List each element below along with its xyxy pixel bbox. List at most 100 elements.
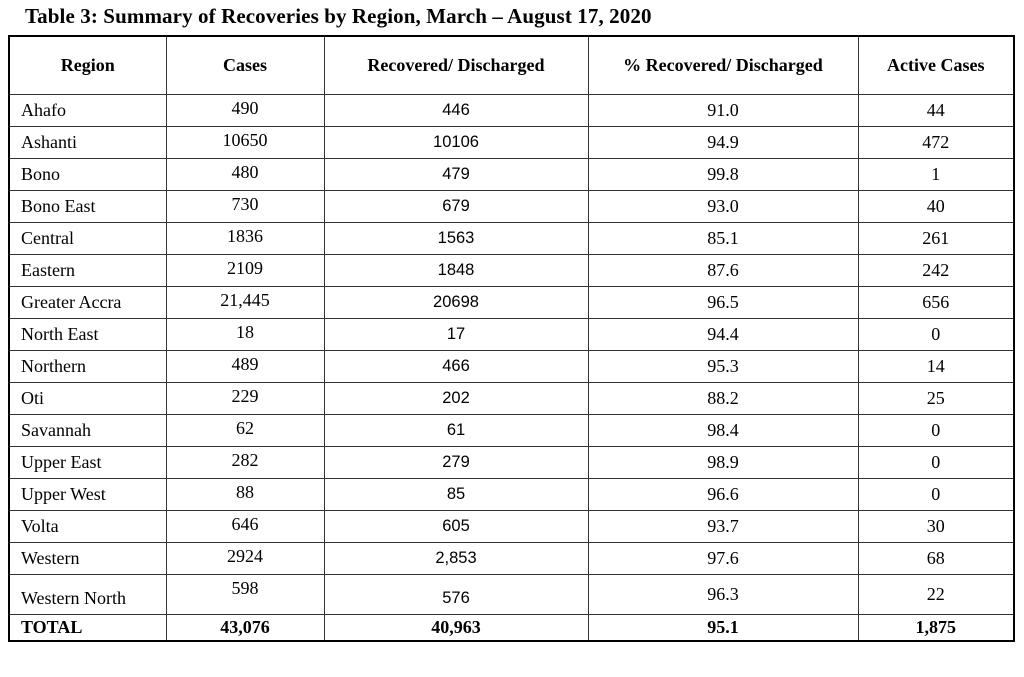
cell-cases: 282 — [165, 445, 325, 479]
table-row: Oti 229 202 88.2 25 — [8, 381, 1015, 415]
table-row: Upper West 88 85 96.6 0 — [8, 477, 1015, 511]
table-header: Region Cases Recovered/ Discharged % Rec… — [8, 35, 1015, 95]
cell-cases: 88 — [165, 477, 325, 511]
table-body: Ahafo 490 446 91.0 44 Ashanti 10650 10106 94.9 47… — [8, 93, 1015, 615]
cell-cases: 21,445 — [165, 285, 325, 319]
cell-pct: 99.8 — [587, 157, 859, 191]
cell-recovered: 1848 — [323, 253, 589, 287]
cell-recovered: 61 — [323, 413, 589, 447]
table-row: Central 1836 1563 85.1 261 — [8, 221, 1015, 255]
cell-recovered: 20698 — [323, 285, 589, 319]
cell-pct: 91.0 — [587, 93, 859, 127]
table-row: Eastern 2109 1848 87.6 242 — [8, 253, 1015, 287]
header-row: Region Cases Recovered/ Discharged % Rec… — [8, 35, 1015, 95]
cell-cases: 489 — [165, 349, 325, 383]
cell-active: 22 — [857, 573, 1015, 615]
cell-active: 44 — [857, 93, 1015, 127]
cell-region: Ashanti — [8, 125, 167, 159]
cell-region: Volta — [8, 509, 167, 543]
cell-recovered: 2,853 — [323, 541, 589, 575]
total-active-value: 1,875 — [857, 613, 1015, 642]
cell-pct: 98.4 — [587, 413, 859, 447]
cell-active: 25 — [857, 381, 1015, 415]
cell-active: 0 — [857, 477, 1015, 511]
total-pct-value: 95.1 — [587, 613, 859, 642]
table-footer: TOTAL 43,076 40,963 95.1 1,875 — [8, 613, 1015, 642]
cell-region: Upper East — [8, 445, 167, 479]
table-row: Western North 598 576 96.3 22 — [8, 573, 1015, 615]
table-row: North East 18 17 94.4 0 — [8, 317, 1015, 351]
column-header-pct: % Recovered/ Discharged — [587, 35, 859, 95]
cell-pct: 98.9 — [587, 445, 859, 479]
cell-active: 0 — [857, 317, 1015, 351]
cell-region: Western — [8, 541, 167, 575]
recoveries-summary-table: Region Cases Recovered/ Discharged % Rec… — [8, 35, 1015, 642]
cell-active: 40 — [857, 189, 1015, 223]
cell-recovered: 85 — [323, 477, 589, 511]
cell-recovered: 279 — [323, 445, 589, 479]
cell-region: Central — [8, 221, 167, 255]
total-cases-value: 43,076 — [165, 613, 325, 642]
table-row: Western 2924 2,853 97.6 68 — [8, 541, 1015, 575]
cell-recovered: 10106 — [323, 125, 589, 159]
cell-region: Eastern — [8, 253, 167, 287]
cell-recovered: 1563 — [323, 221, 589, 255]
cell-region: Upper West — [8, 477, 167, 511]
cell-recovered: 479 — [323, 157, 589, 191]
column-header-region: Region — [8, 35, 167, 95]
table-row: Ashanti 10650 10106 94.9 472 — [8, 125, 1015, 159]
cell-cases: 10650 — [165, 125, 325, 159]
table-row: Volta 646 605 93.7 30 — [8, 509, 1015, 543]
cell-cases: 2109 — [165, 253, 325, 287]
cell-active: 14 — [857, 349, 1015, 383]
cell-cases: 646 — [165, 509, 325, 543]
cell-active: 242 — [857, 253, 1015, 287]
cell-region: North East — [8, 317, 167, 351]
cell-pct: 93.0 — [587, 189, 859, 223]
table-row: Greater Accra 21,445 20698 96.5 656 — [8, 285, 1015, 319]
cell-cases: 18 — [165, 317, 325, 351]
cell-cases: 2924 — [165, 541, 325, 575]
cell-recovered: 679 — [323, 189, 589, 223]
cell-cases: 480 — [165, 157, 325, 191]
table-row: Northern 489 466 95.3 14 — [8, 349, 1015, 383]
cell-recovered: 576 — [323, 573, 589, 615]
cell-recovered: 202 — [323, 381, 589, 415]
cell-recovered: 446 — [323, 93, 589, 127]
cell-pct: 87.6 — [587, 253, 859, 287]
column-header-cases: Cases — [165, 35, 325, 95]
table-title: Table 3: Summary of Recoveries by Region… — [25, 4, 652, 28]
cell-active: 472 — [857, 125, 1015, 159]
cell-active: 261 — [857, 221, 1015, 255]
cell-recovered: 17 — [323, 317, 589, 351]
cell-region: Oti — [8, 381, 167, 415]
table-row: Bono 480 479 99.8 1 — [8, 157, 1015, 191]
cell-pct: 93.7 — [587, 509, 859, 543]
total-row: TOTAL 43,076 40,963 95.1 1,875 — [8, 613, 1015, 642]
cell-cases: 490 — [165, 93, 325, 127]
cell-cases: 229 — [165, 381, 325, 415]
cell-pct: 96.6 — [587, 477, 859, 511]
table-row: Savannah 62 61 98.4 0 — [8, 413, 1015, 447]
cell-active: 0 — [857, 445, 1015, 479]
column-header-recovered: Recovered/ Discharged — [323, 35, 589, 95]
cell-cases: 598 — [165, 573, 325, 615]
cell-region: Western North — [8, 573, 167, 615]
cell-region: Greater Accra — [8, 285, 167, 319]
cell-region: Bono — [8, 157, 167, 191]
cell-recovered: 605 — [323, 509, 589, 543]
column-header-active: Active Cases — [857, 35, 1015, 95]
cell-active: 656 — [857, 285, 1015, 319]
cell-pct: 96.5 — [587, 285, 859, 319]
cell-region: Savannah — [8, 413, 167, 447]
total-recovered-value: 40,963 — [323, 613, 589, 642]
cell-active: 30 — [857, 509, 1015, 543]
cell-region: Northern — [8, 349, 167, 383]
cell-pct: 94.4 — [587, 317, 859, 351]
cell-cases: 730 — [165, 189, 325, 223]
table-row: Ahafo 490 446 91.0 44 — [8, 93, 1015, 127]
cell-cases: 1836 — [165, 221, 325, 255]
cell-pct: 95.3 — [587, 349, 859, 383]
cell-pct: 96.3 — [587, 573, 859, 615]
cell-pct: 85.1 — [587, 221, 859, 255]
